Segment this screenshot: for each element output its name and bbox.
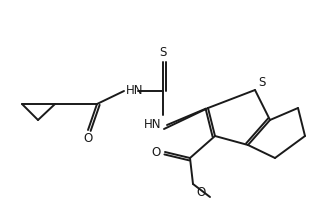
Text: O: O — [83, 132, 93, 145]
Text: S: S — [159, 46, 167, 60]
Text: O: O — [196, 187, 205, 200]
Text: S: S — [258, 76, 266, 90]
Text: HN: HN — [126, 83, 144, 97]
Text: O: O — [151, 145, 161, 159]
Text: HN: HN — [144, 118, 161, 131]
